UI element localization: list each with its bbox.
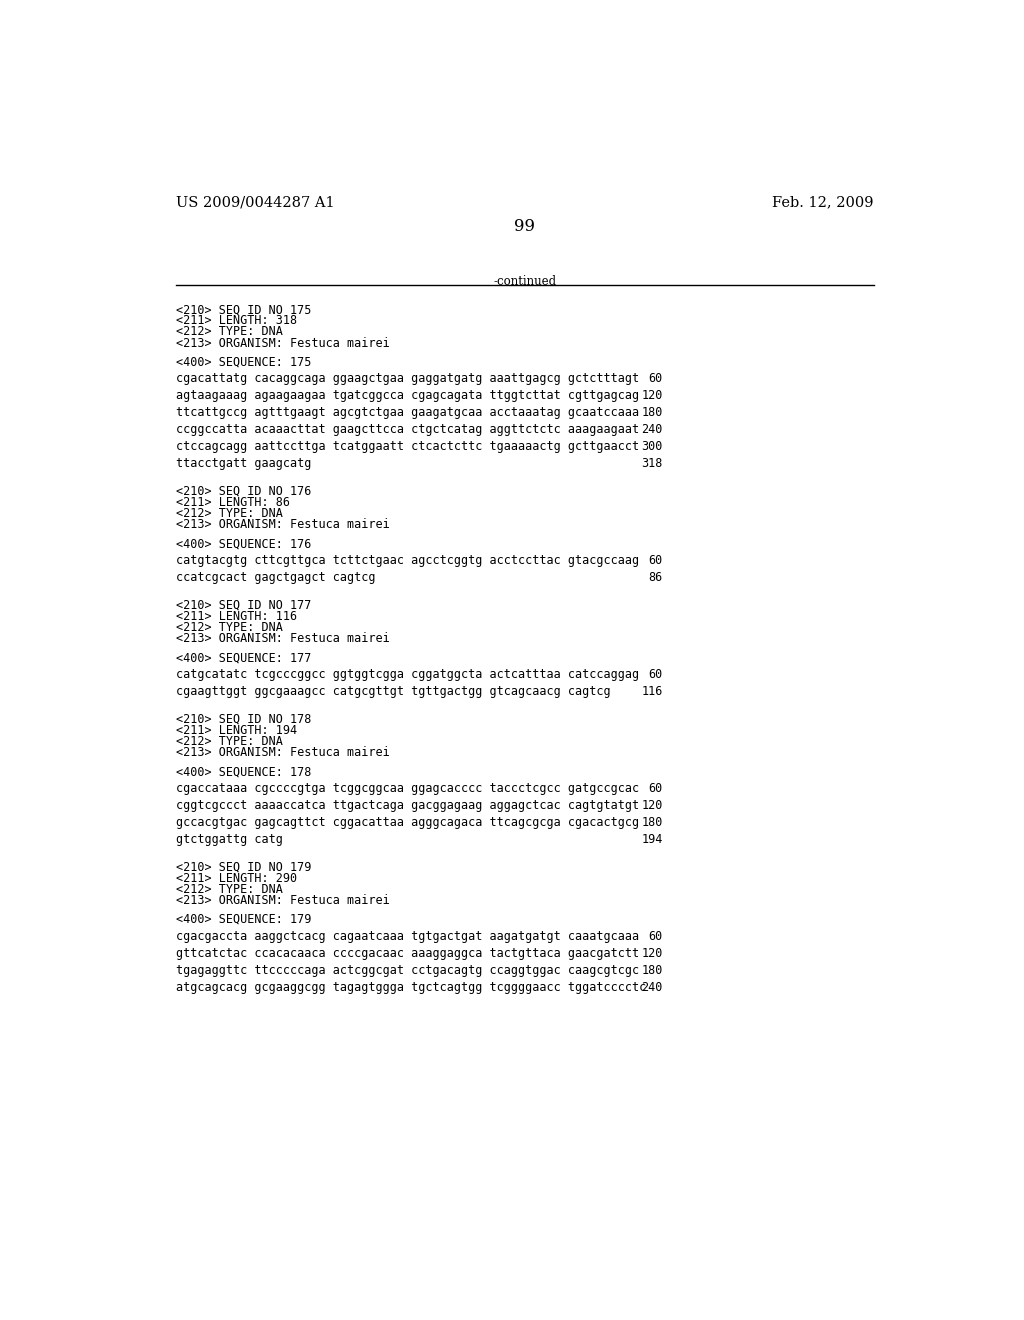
Text: 240: 240 xyxy=(641,424,663,437)
Text: gccacgtgac gagcagttct cggacattaa agggcagaca ttcagcgcga cgacactgcg: gccacgtgac gagcagttct cggacattaa agggcag… xyxy=(176,816,639,829)
Text: tgagaggttc ttcccccaga actcggcgat cctgacagtg ccaggtggac caagcgtcgc: tgagaggttc ttcccccaga actcggcgat cctgaca… xyxy=(176,964,639,977)
Text: cggtcgccct aaaaccatca ttgactcaga gacggagaag aggagctcac cagtgtatgt: cggtcgccct aaaaccatca ttgactcaga gacggag… xyxy=(176,799,639,812)
Text: <212> TYPE: DNA: <212> TYPE: DNA xyxy=(176,735,283,748)
Text: <213> ORGANISM: Festuca mairei: <213> ORGANISM: Festuca mairei xyxy=(176,894,390,907)
Text: cgacgaccta aaggctcacg cagaatcaaa tgtgactgat aagatgatgt caaatgcaaa: cgacgaccta aaggctcacg cagaatcaaa tgtgact… xyxy=(176,929,639,942)
Text: 180: 180 xyxy=(641,407,663,420)
Text: cgaccataaa cgccccgtga tcggcggcaa ggagcacccc taccctcgcc gatgccgcac: cgaccataaa cgccccgtga tcggcggcaa ggagcac… xyxy=(176,781,639,795)
Text: <210> SEQ ID NO 179: <210> SEQ ID NO 179 xyxy=(176,861,311,874)
Text: <210> SEQ ID NO 178: <210> SEQ ID NO 178 xyxy=(176,713,311,726)
Text: 60: 60 xyxy=(648,781,663,795)
Text: 60: 60 xyxy=(648,554,663,568)
Text: gtctggattg catg: gtctggattg catg xyxy=(176,833,283,846)
Text: 116: 116 xyxy=(641,685,663,698)
Text: cgaagttggt ggcgaaagcc catgcgttgt tgttgactgg gtcagcaacg cagtcg: cgaagttggt ggcgaaagcc catgcgttgt tgttgac… xyxy=(176,685,610,698)
Text: <400> SEQUENCE: 176: <400> SEQUENCE: 176 xyxy=(176,537,311,550)
Text: <211> LENGTH: 86: <211> LENGTH: 86 xyxy=(176,496,290,510)
Text: -continued: -continued xyxy=(494,276,556,289)
Text: <212> TYPE: DNA: <212> TYPE: DNA xyxy=(176,326,283,338)
Text: ttacctgatt gaagcatg: ttacctgatt gaagcatg xyxy=(176,457,311,470)
Text: <213> ORGANISM: Festuca mairei: <213> ORGANISM: Festuca mairei xyxy=(176,746,390,759)
Text: <400> SEQUENCE: 179: <400> SEQUENCE: 179 xyxy=(176,913,311,927)
Text: ccatcgcact gagctgagct cagtcg: ccatcgcact gagctgagct cagtcg xyxy=(176,572,376,585)
Text: Feb. 12, 2009: Feb. 12, 2009 xyxy=(772,195,873,210)
Text: 86: 86 xyxy=(648,572,663,585)
Text: atgcagcacg gcgaaggcgg tagagtggga tgctcagtgg tcggggaacc tggatcccctc: atgcagcacg gcgaaggcgg tagagtggga tgctcag… xyxy=(176,981,646,994)
Text: US 2009/0044287 A1: US 2009/0044287 A1 xyxy=(176,195,335,210)
Text: 60: 60 xyxy=(648,929,663,942)
Text: <211> LENGTH: 290: <211> LENGTH: 290 xyxy=(176,871,297,884)
Text: 120: 120 xyxy=(641,799,663,812)
Text: <212> TYPE: DNA: <212> TYPE: DNA xyxy=(176,622,283,634)
Text: ctccagcagg aattccttga tcatggaatt ctcactcttc tgaaaaactg gcttgaacct: ctccagcagg aattccttga tcatggaatt ctcactc… xyxy=(176,441,639,453)
Text: <400> SEQUENCE: 175: <400> SEQUENCE: 175 xyxy=(176,355,311,368)
Text: agtaagaaag agaagaagaa tgatcggcca cgagcagata ttggtcttat cgttgagcag: agtaagaaag agaagaagaa tgatcggcca cgagcag… xyxy=(176,389,639,403)
Text: <400> SEQUENCE: 178: <400> SEQUENCE: 178 xyxy=(176,766,311,779)
Text: <400> SEQUENCE: 177: <400> SEQUENCE: 177 xyxy=(176,651,311,664)
Text: 60: 60 xyxy=(648,668,663,681)
Text: <213> ORGANISM: Festuca mairei: <213> ORGANISM: Festuca mairei xyxy=(176,519,390,532)
Text: <212> TYPE: DNA: <212> TYPE: DNA xyxy=(176,883,283,896)
Text: 99: 99 xyxy=(514,218,536,235)
Text: <210> SEQ ID NO 175: <210> SEQ ID NO 175 xyxy=(176,304,311,317)
Text: 240: 240 xyxy=(641,981,663,994)
Text: gttcatctac ccacacaaca ccccgacaac aaaggaggca tactgttaca gaacgatctt: gttcatctac ccacacaaca ccccgacaac aaaggag… xyxy=(176,946,639,960)
Text: cgacattatg cacaggcaga ggaagctgaa gaggatgatg aaattgagcg gctctttagt: cgacattatg cacaggcaga ggaagctgaa gaggatg… xyxy=(176,372,639,385)
Text: catgcatatc tcgcccggcc ggtggtcgga cggatggcta actcatttaa catccaggag: catgcatatc tcgcccggcc ggtggtcgga cggatgg… xyxy=(176,668,639,681)
Text: 120: 120 xyxy=(641,389,663,403)
Text: <212> TYPE: DNA: <212> TYPE: DNA xyxy=(176,507,283,520)
Text: <211> LENGTH: 318: <211> LENGTH: 318 xyxy=(176,314,297,327)
Text: 318: 318 xyxy=(641,457,663,470)
Text: 180: 180 xyxy=(641,816,663,829)
Text: 180: 180 xyxy=(641,964,663,977)
Text: 194: 194 xyxy=(641,833,663,846)
Text: 60: 60 xyxy=(648,372,663,385)
Text: <211> LENGTH: 116: <211> LENGTH: 116 xyxy=(176,610,297,623)
Text: <213> ORGANISM: Festuca mairei: <213> ORGANISM: Festuca mairei xyxy=(176,632,390,645)
Text: ccggccatta acaaacttat gaagcttcca ctgctcatag aggttctctc aaagaagaat: ccggccatta acaaacttat gaagcttcca ctgctca… xyxy=(176,424,639,437)
Text: catgtacgtg cttcgttgca tcttctgaac agcctcggtg acctccttac gtacgccaag: catgtacgtg cttcgttgca tcttctgaac agcctcg… xyxy=(176,554,639,568)
Text: <211> LENGTH: 194: <211> LENGTH: 194 xyxy=(176,723,297,737)
Text: <210> SEQ ID NO 177: <210> SEQ ID NO 177 xyxy=(176,599,311,612)
Text: <210> SEQ ID NO 176: <210> SEQ ID NO 176 xyxy=(176,484,311,498)
Text: <213> ORGANISM: Festuca mairei: <213> ORGANISM: Festuca mairei xyxy=(176,337,390,350)
Text: ttcattgccg agtttgaagt agcgtctgaa gaagatgcaa acctaaatag gcaatccaaa: ttcattgccg agtttgaagt agcgtctgaa gaagatg… xyxy=(176,407,639,420)
Text: 120: 120 xyxy=(641,946,663,960)
Text: 300: 300 xyxy=(641,441,663,453)
